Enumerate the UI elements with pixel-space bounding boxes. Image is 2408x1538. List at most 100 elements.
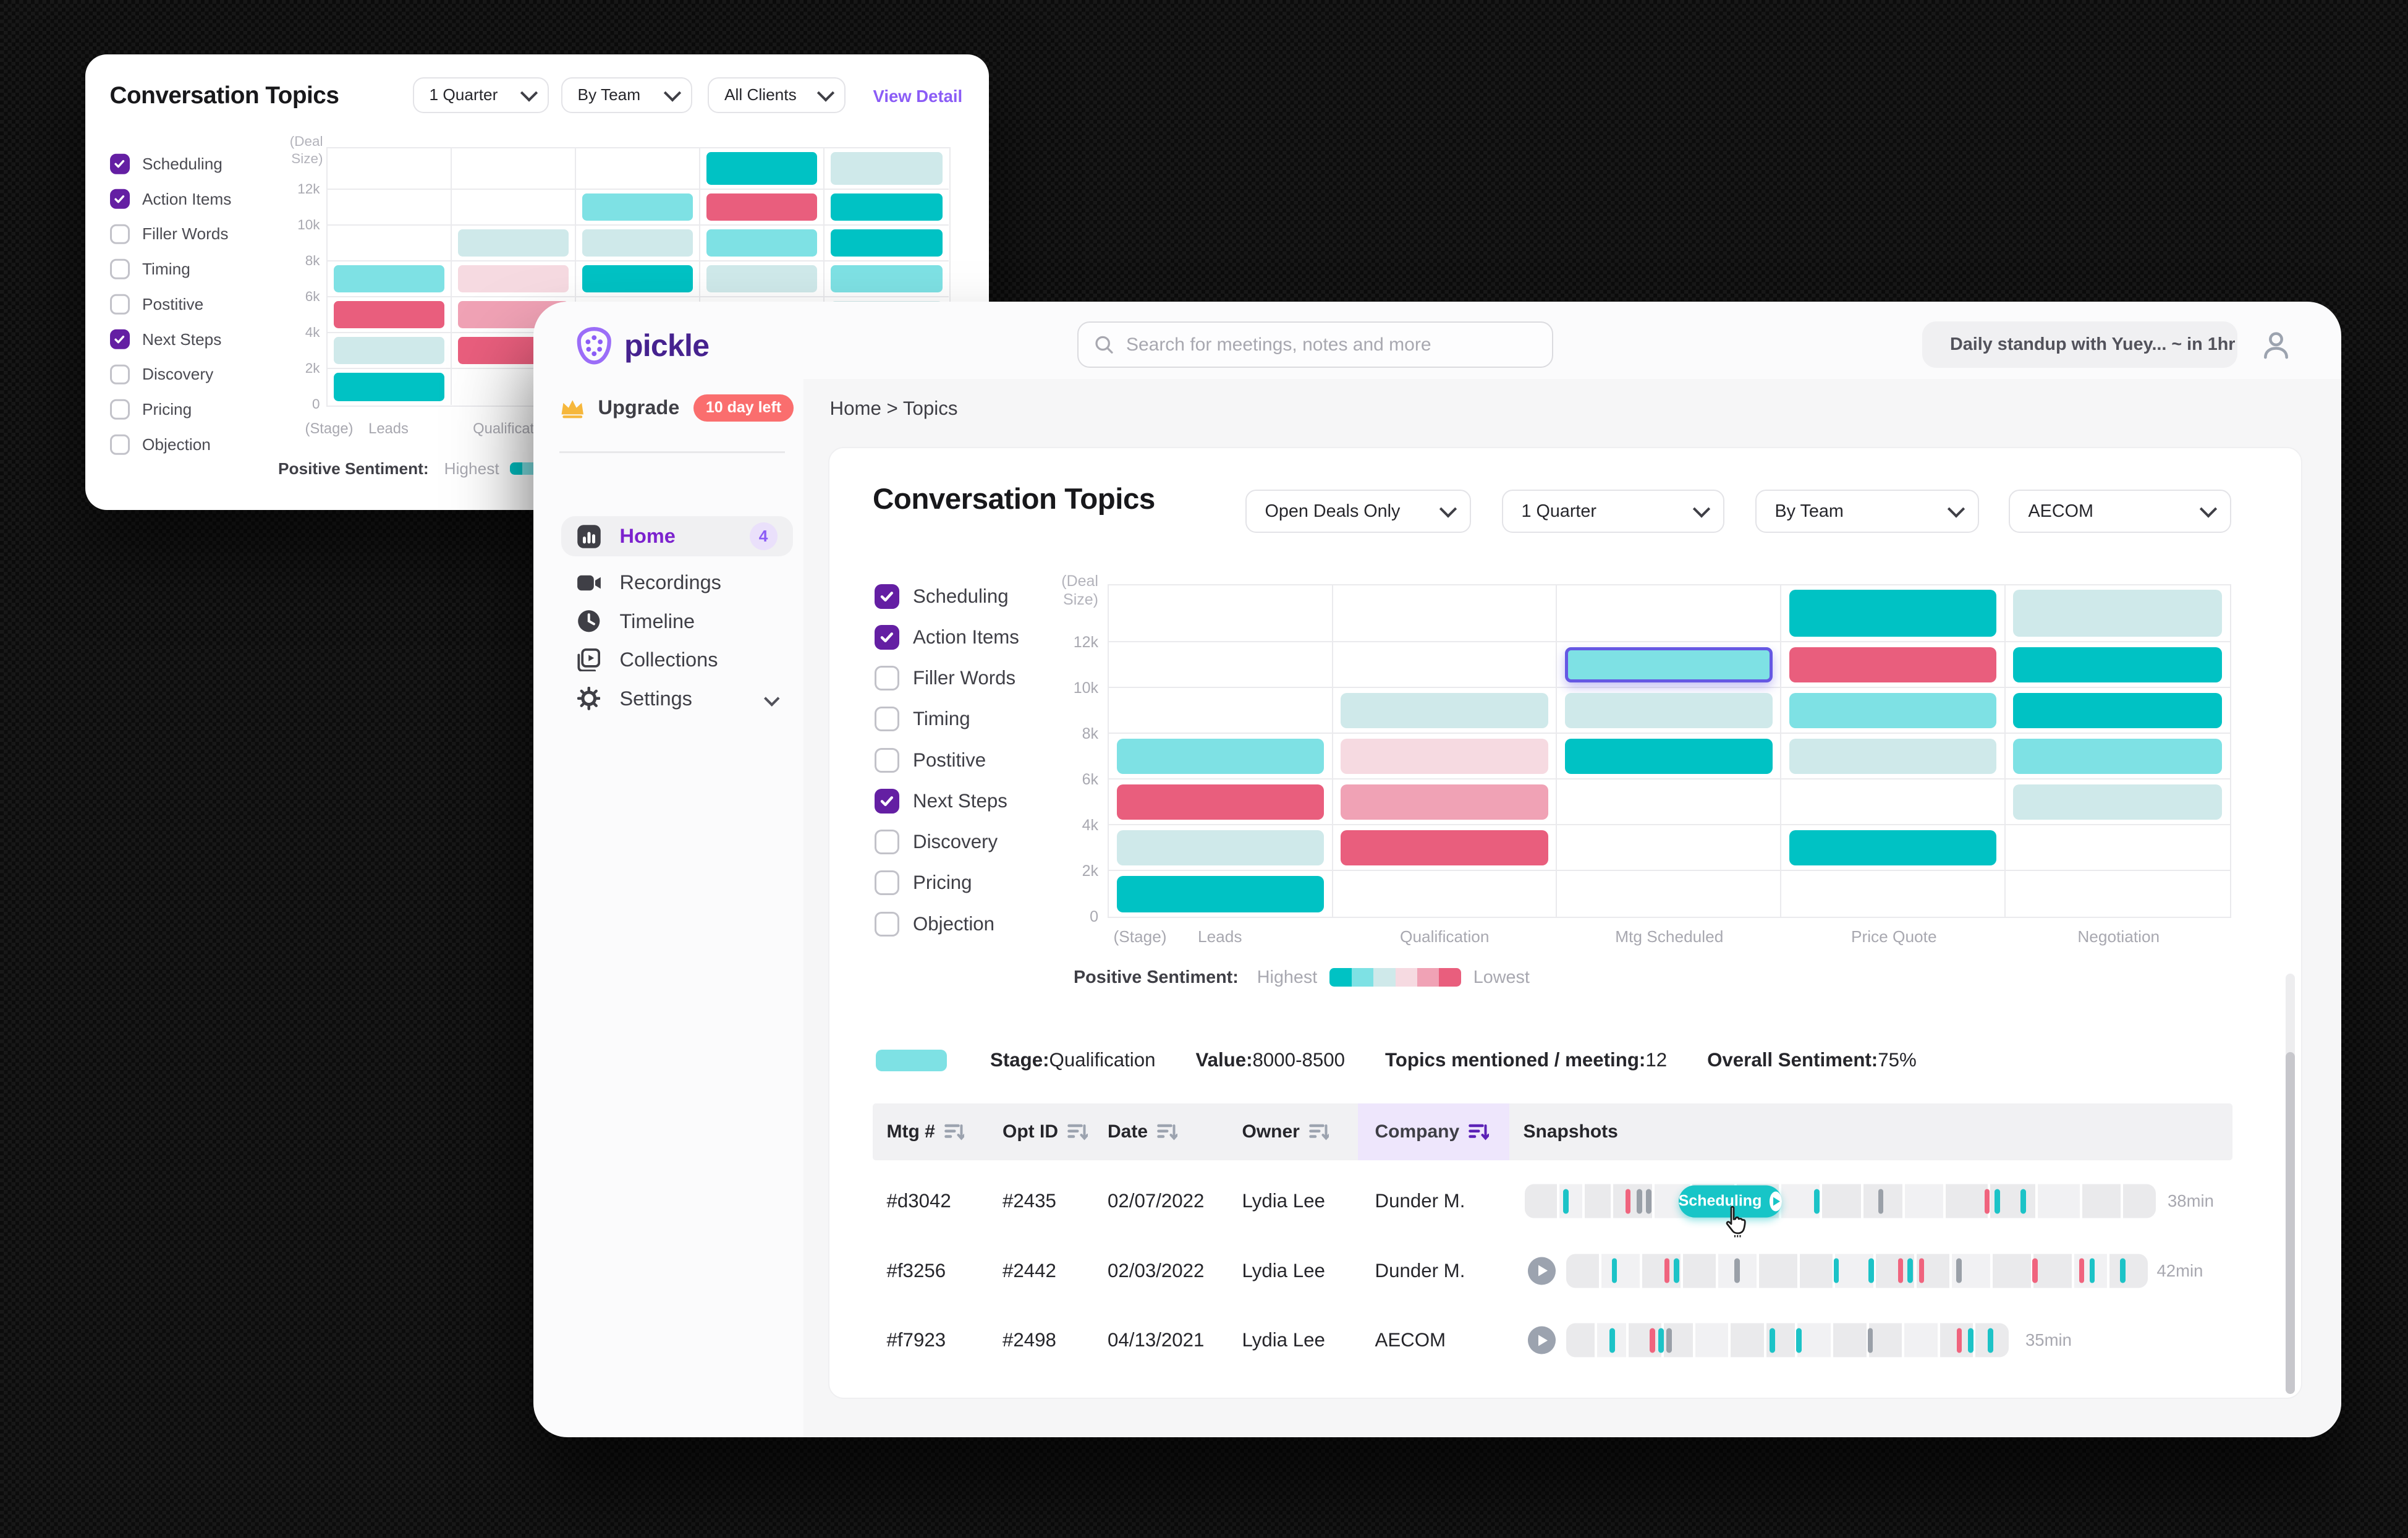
- chart-cell-qualification-10k-12k[interactable]: [451, 190, 576, 226]
- chart-cell-leads-12k-14k[interactable]: [1109, 585, 1333, 642]
- chart-cell-leads-6k-8k[interactable]: [1109, 734, 1333, 780]
- sentiment-bar-pale[interactable]: [1341, 692, 1548, 728]
- topic-filter-discovery[interactable]: Discovery: [874, 830, 998, 854]
- chart-cell-qualification-0-2k[interactable]: [1333, 871, 1558, 917]
- sidebar-item-recordings[interactable]: Recordings: [561, 563, 793, 603]
- chart-cell-negotiation-10k-12k[interactable]: [2005, 642, 2230, 688]
- sentiment-bar-lightcyan[interactable]: [1789, 692, 1997, 728]
- chart-cell-negotiation-6k-8k[interactable]: [2005, 734, 2230, 780]
- chart-cell-mtg-scheduled-12k-14k[interactable]: [575, 148, 701, 190]
- filter-dropdown-1-quarter[interactable]: 1 Quarter: [412, 77, 549, 113]
- search-input[interactable]: [1126, 334, 1537, 355]
- topic-filter-discovery[interactable]: Discovery: [109, 364, 213, 384]
- chart-cell-qualification-12k-14k[interactable]: [451, 148, 576, 190]
- topic-filter-filler-words[interactable]: Filler Words: [874, 666, 1015, 690]
- checkbox-unchecked[interactable]: [109, 294, 130, 315]
- chart-cell-leads-2k-4k[interactable]: [327, 333, 452, 369]
- topic-marker-pink[interactable]: [2032, 1258, 2038, 1283]
- chart-cell-leads-10k-12k[interactable]: [327, 190, 452, 226]
- topic-marker-teal[interactable]: [1995, 1189, 2000, 1214]
- sentiment-bar-lightcyan[interactable]: [706, 229, 818, 257]
- sentiment-bar-pale[interactable]: [2013, 590, 2222, 637]
- play-button[interactable]: [1528, 1326, 1556, 1354]
- chart-cell-price-quote-4k-6k[interactable]: [1781, 780, 2006, 825]
- topic-filter-scheduling[interactable]: Scheduling: [874, 584, 1009, 609]
- topic-marker-pink[interactable]: [1984, 1189, 1990, 1214]
- view-detail-link[interactable]: View Detail: [873, 87, 963, 106]
- sentiment-bar-red[interactable]: [1116, 784, 1325, 820]
- table-row-f3256[interactable]: #f3256 #2442 02/03/2022 Lydia Lee Dunder M. 4…: [873, 1236, 2232, 1306]
- checkbox-checked[interactable]: [874, 788, 899, 814]
- topic-filter-postitive[interactable]: Postitive: [109, 294, 203, 315]
- chart-cell-leads-4k-6k[interactable]: [327, 297, 452, 333]
- chart-cell-mtg-scheduled-6k-8k[interactable]: [575, 261, 701, 297]
- filter-dropdown-by-team[interactable]: By Team: [1755, 490, 1979, 533]
- chart-cell-mtg-scheduled-10k-12k[interactable]: [575, 190, 701, 226]
- chart-cell-qualification-8k-10k[interactable]: [1333, 688, 1558, 734]
- chart-cell-price-quote-6k-8k[interactable]: [1781, 734, 2006, 780]
- chart-cell-qualification-4k-6k[interactable]: [1333, 780, 1558, 825]
- topic-marker-teal[interactable]: [1968, 1328, 1974, 1353]
- table-row-d3042[interactable]: #d3042 #2435 02/07/2022 Lydia Lee Dunder M. S…: [873, 1166, 2232, 1238]
- chart-cell-qualification-6k-8k[interactable]: [451, 261, 576, 297]
- checkbox-unchecked[interactable]: [874, 666, 899, 690]
- chart-cell-leads-0-2k[interactable]: [1109, 871, 1333, 917]
- filter-dropdown-aecom[interactable]: AECOM: [2008, 490, 2231, 533]
- sentiment-bar-pale[interactable]: [706, 265, 818, 292]
- chart-cell-negotiation-10k-12k[interactable]: [825, 190, 949, 226]
- topic-filter-scheduling[interactable]: Scheduling: [109, 153, 223, 174]
- checkbox-checked[interactable]: [874, 584, 899, 609]
- topic-marker-gray[interactable]: [1956, 1258, 1962, 1283]
- topic-marker-teal[interactable]: [1833, 1258, 1839, 1283]
- chart-cell-negotiation-0-2k[interactable]: [2006, 871, 2230, 917]
- topic-marker-teal[interactable]: [1609, 1328, 1615, 1353]
- column-header-company[interactable]: Company: [1375, 1103, 1489, 1161]
- topic-marker-teal[interactable]: [1868, 1258, 1875, 1283]
- sentiment-bar-teal[interactable]: [831, 193, 943, 221]
- table-row-f7923[interactable]: #f7923 #2498 04/13/2021 Lydia Lee AECOM 35min: [873, 1306, 2232, 1375]
- chart-cell-negotiation-2k-4k[interactable]: [2005, 825, 2230, 871]
- chart-cell-price-quote-8k-10k[interactable]: [700, 226, 825, 261]
- sentiment-bar-teal[interactable]: [1116, 875, 1325, 912]
- topic-marker-gray[interactable]: [1646, 1189, 1652, 1214]
- sentiment-bar-lightpink[interactable]: [457, 265, 569, 292]
- chart-cell-leads-0-2k[interactable]: [328, 369, 452, 405]
- checkbox-unchecked[interactable]: [874, 707, 899, 732]
- sentiment-bar-lightpink[interactable]: [1341, 738, 1548, 774]
- filter-dropdown-all-clients[interactable]: All Clients: [708, 77, 846, 113]
- chart-cell-qualification-12k-14k[interactable]: [1333, 585, 1558, 642]
- chart-cell-leads-12k-14k[interactable]: [327, 148, 452, 190]
- sentiment-bar-red[interactable]: [1789, 647, 1997, 682]
- topic-marker-teal[interactable]: [2089, 1258, 2095, 1283]
- topic-marker-pink[interactable]: [1649, 1328, 1655, 1353]
- chart-cell-leads-8k-10k[interactable]: [327, 226, 452, 261]
- sentiment-bar-teal[interactable]: [1564, 738, 1773, 774]
- checkbox-checked[interactable]: [109, 329, 130, 349]
- sentiment-bar-red[interactable]: [706, 193, 818, 221]
- chart-cell-negotiation-6k-8k[interactable]: [825, 261, 949, 297]
- chart-cell-price-quote-0-2k[interactable]: [1781, 871, 2006, 917]
- sentiment-bar-red[interactable]: [1341, 830, 1548, 865]
- sentiment-bar-teal[interactable]: [2013, 692, 2222, 728]
- chart-cell-price-quote-8k-10k[interactable]: [1781, 688, 2006, 734]
- chart-cell-mtg-scheduled-10k-12k[interactable]: [1557, 642, 1782, 688]
- topic-marker-gray[interactable]: [1734, 1258, 1740, 1283]
- chart-cell-qualification-8k-10k[interactable]: [451, 226, 576, 261]
- sentiment-bar-teal[interactable]: [1789, 830, 1997, 865]
- chart-cell-leads-10k-12k[interactable]: [1109, 642, 1333, 688]
- sidebar-item-collections[interactable]: Collections: [561, 640, 793, 680]
- topic-marker-pink[interactable]: [1664, 1258, 1670, 1283]
- sentiment-bar-red[interactable]: [333, 301, 444, 328]
- topic-marker-teal[interactable]: [1673, 1258, 1679, 1283]
- topic-filter-pricing[interactable]: Pricing: [874, 870, 972, 896]
- chart-cell-qualification-6k-8k[interactable]: [1333, 734, 1558, 780]
- sentiment-bar-teal[interactable]: [1789, 590, 1997, 637]
- chart-cell-mtg-scheduled-8k-10k[interactable]: [1557, 688, 1782, 734]
- sentiment-bar-lightcyan[interactable]: [831, 265, 943, 292]
- filter-dropdown-by-team[interactable]: By Team: [561, 77, 692, 113]
- checkbox-unchecked[interactable]: [874, 911, 899, 937]
- sentiment-bar-lightcyan[interactable]: [333, 265, 444, 292]
- user-profile-icon[interactable]: [2259, 328, 2293, 362]
- chart-cell-price-quote-10k-12k[interactable]: [1781, 642, 2006, 688]
- topic-marker-teal[interactable]: [2020, 1189, 2026, 1214]
